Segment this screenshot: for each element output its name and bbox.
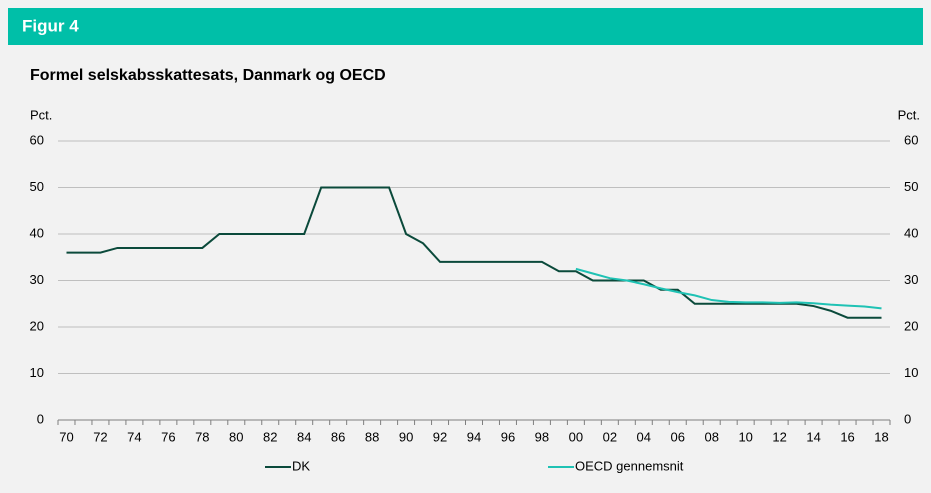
header-title: Figur 4 <box>22 16 79 35</box>
x-tick-label: 98 <box>535 429 549 444</box>
x-tick-label: 88 <box>365 429 379 444</box>
legend-label: DK <box>292 458 310 473</box>
x-tick-label: 86 <box>331 429 345 444</box>
x-tick-label: 10 <box>738 429 752 444</box>
y2-tick-label: 30 <box>904 272 918 287</box>
x-tick-label: 08 <box>704 429 718 444</box>
y-axis-label: Pct. <box>30 107 52 122</box>
x-tick-label: 92 <box>433 429 447 444</box>
y2-tick-label: 10 <box>904 365 918 380</box>
y-tick-label: 30 <box>30 272 44 287</box>
x-tick-label: 84 <box>297 429 311 444</box>
x-tick-label: 96 <box>501 429 515 444</box>
x-tick-label: 72 <box>93 429 107 444</box>
y-tick-label: 50 <box>30 179 44 194</box>
x-tick-label: 16 <box>840 429 854 444</box>
x-tick-label: 06 <box>671 429 685 444</box>
y2-tick-label: 0 <box>904 411 911 426</box>
y2-tick-label: 20 <box>904 318 918 333</box>
legend-label: OECD gennemsnit <box>575 458 684 473</box>
y-tick-label: 0 <box>37 411 44 426</box>
x-tick-label: 90 <box>399 429 413 444</box>
x-tick-label: 70 <box>59 429 73 444</box>
x-tick-label: 14 <box>806 429 820 444</box>
data-line <box>575 267 882 310</box>
x-tick-label: 76 <box>161 429 175 444</box>
x-tick-label: 82 <box>263 429 277 444</box>
x-tick-label: 94 <box>467 429 481 444</box>
chart-title: Formel selskabsskattesats, Danmark og OE… <box>30 67 386 84</box>
y-tick-label: 60 <box>30 132 44 147</box>
y2-tick-label: 50 <box>904 179 918 194</box>
x-tick-label: 18 <box>874 429 888 444</box>
x-tick-label: 00 <box>569 429 583 444</box>
data-line <box>66 186 882 319</box>
x-tick-label: 78 <box>195 429 209 444</box>
x-tick-label: 12 <box>772 429 786 444</box>
y2-axis-label: Pct. <box>898 107 920 122</box>
y-tick-label: 10 <box>30 365 44 380</box>
y-tick-label: 40 <box>30 225 44 240</box>
y2-tick-label: 40 <box>904 225 918 240</box>
x-tick-label: 80 <box>229 429 243 444</box>
header-bar <box>8 8 923 45</box>
x-tick-label: 02 <box>603 429 617 444</box>
x-tick-label: 04 <box>637 429 651 444</box>
y-tick-label: 20 <box>30 318 44 333</box>
x-tick-label: 74 <box>127 429 141 444</box>
y2-tick-label: 60 <box>904 132 918 147</box>
